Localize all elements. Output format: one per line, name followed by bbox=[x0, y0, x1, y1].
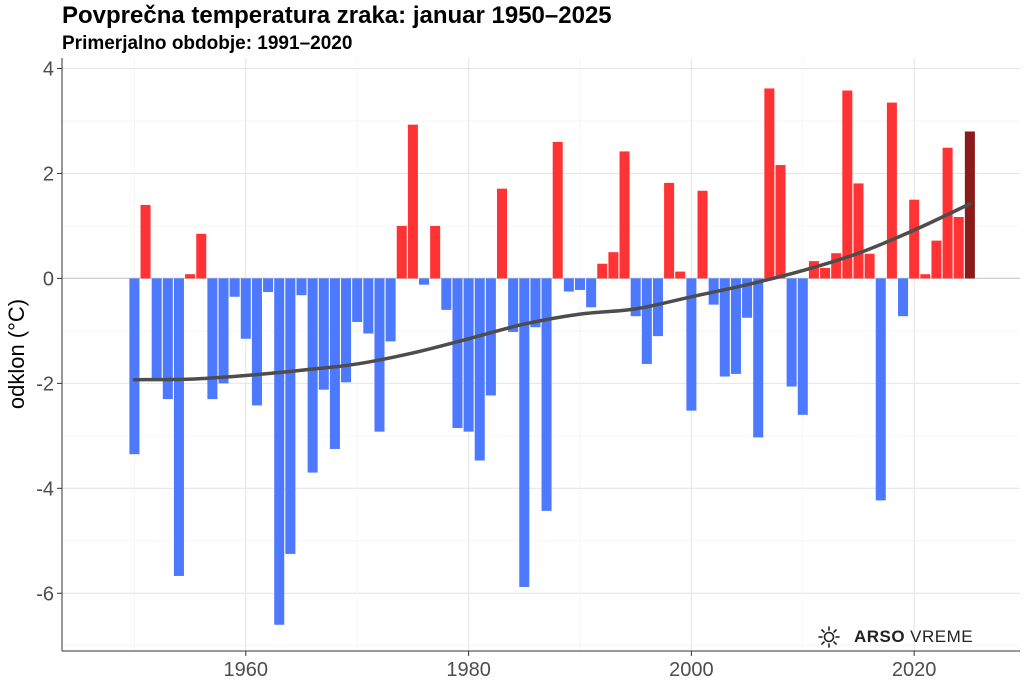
bar-1970 bbox=[352, 278, 363, 322]
bar-2001 bbox=[697, 190, 708, 279]
bar-1989 bbox=[563, 278, 574, 292]
y-tick-label: -2 bbox=[36, 373, 54, 395]
bar-1976 bbox=[419, 278, 430, 285]
bar-1972 bbox=[374, 278, 385, 432]
bar-1957 bbox=[207, 278, 218, 400]
bar-1966 bbox=[307, 278, 318, 473]
chart-subtitle: Primerjalno obdobje: 1991–2020 bbox=[62, 33, 353, 54]
bar-2016 bbox=[864, 253, 875, 279]
y-tick-label: 2 bbox=[43, 163, 54, 185]
bar-1964 bbox=[285, 278, 296, 554]
bar-1975 bbox=[407, 124, 418, 279]
bar-1968 bbox=[329, 278, 340, 449]
bar-1973 bbox=[385, 278, 396, 342]
y-tick-label: 4 bbox=[43, 58, 54, 80]
bar-2004 bbox=[730, 278, 741, 374]
bar-1981 bbox=[474, 278, 485, 461]
bar-1967 bbox=[318, 278, 329, 390]
arso-logo: ARSO VREME bbox=[818, 626, 973, 648]
bar-1965 bbox=[296, 278, 307, 296]
bar-2022 bbox=[931, 240, 942, 279]
bar-2005 bbox=[742, 278, 753, 318]
bar-1954 bbox=[173, 278, 184, 576]
bar-2021 bbox=[920, 274, 931, 279]
bar-1985 bbox=[519, 278, 530, 587]
bar-1983 bbox=[496, 188, 508, 279]
y-tick-label: -6 bbox=[36, 583, 54, 605]
bar-1991 bbox=[586, 278, 597, 308]
bar-1961 bbox=[251, 278, 262, 406]
bars bbox=[129, 88, 975, 625]
bar-2010 bbox=[797, 278, 808, 415]
bar-1952 bbox=[151, 278, 162, 379]
bar-1998 bbox=[664, 182, 675, 279]
bar-2011 bbox=[808, 261, 819, 279]
chart-title: Povprečna temperatura zraka: januar 1950… bbox=[62, 2, 612, 29]
bar-1999 bbox=[675, 271, 686, 279]
y-axis-title: odklon (°C) bbox=[4, 299, 29, 409]
bar-2019 bbox=[898, 278, 909, 317]
logo-text: ARSO VREME bbox=[854, 627, 973, 647]
bar-2008 bbox=[775, 165, 786, 279]
logo-suffix: VREME bbox=[910, 627, 974, 646]
bar-1950 bbox=[129, 278, 140, 455]
bar-1956 bbox=[196, 233, 207, 279]
bar-1953 bbox=[162, 278, 173, 400]
bar-1997 bbox=[652, 278, 663, 337]
bar-1992 bbox=[597, 263, 608, 279]
x-tick-label: 2000 bbox=[669, 659, 714, 681]
bar-1982 bbox=[485, 278, 496, 396]
bar-2012 bbox=[820, 267, 831, 279]
bar-1974 bbox=[396, 225, 407, 279]
sun-icon bbox=[818, 626, 840, 648]
bar-1955 bbox=[185, 274, 196, 279]
y-tick-label: 0 bbox=[43, 268, 54, 290]
x-tick-label: 1980 bbox=[446, 659, 491, 681]
bar-1984 bbox=[508, 278, 519, 332]
bar-1960 bbox=[240, 278, 251, 339]
x-tick-label: 2020 bbox=[892, 659, 937, 681]
bar-1959 bbox=[229, 278, 240, 297]
bar-2018 bbox=[886, 102, 897, 279]
bar-1951 bbox=[140, 204, 151, 279]
bar-1979 bbox=[452, 278, 463, 428]
bar-1962 bbox=[263, 278, 274, 293]
x-ticks: 1960 1980 2000 2020 bbox=[224, 651, 937, 681]
bar-2020 bbox=[909, 199, 920, 279]
bar-2000 bbox=[686, 278, 697, 411]
bar-1993 bbox=[608, 252, 619, 279]
bar-1958 bbox=[218, 278, 229, 384]
bar-1995 bbox=[630, 278, 641, 317]
bar-2006 bbox=[753, 278, 764, 438]
bar-2007 bbox=[764, 88, 775, 279]
bar-2014 bbox=[842, 90, 853, 279]
y-ticks: -6 -4 -2 0 2 4 bbox=[36, 58, 62, 605]
bar-2009 bbox=[786, 278, 797, 387]
x-tick-label: 1960 bbox=[224, 659, 269, 681]
bar-1996 bbox=[641, 278, 652, 364]
bar-2015 bbox=[853, 183, 864, 279]
bar-1977 bbox=[430, 225, 441, 279]
bar-1988 bbox=[552, 141, 563, 279]
y-tick-label: -4 bbox=[36, 478, 54, 500]
logo-brand: ARSO bbox=[854, 627, 906, 646]
bar-1969 bbox=[341, 278, 352, 383]
bar-1980 bbox=[463, 278, 474, 432]
bar-2017 bbox=[875, 278, 886, 501]
trend-line bbox=[132, 202, 972, 382]
bar-2003 bbox=[719, 278, 730, 377]
bar-1963 bbox=[274, 278, 285, 625]
bar-1987 bbox=[541, 278, 552, 511]
bar-1971 bbox=[363, 278, 374, 334]
bar-1990 bbox=[574, 278, 586, 290]
bar-2013 bbox=[831, 253, 842, 279]
bar-1978 bbox=[441, 278, 452, 310]
bar-2024 bbox=[953, 217, 964, 279]
bar-1994 bbox=[619, 151, 630, 279]
bar-1986 bbox=[530, 278, 541, 328]
